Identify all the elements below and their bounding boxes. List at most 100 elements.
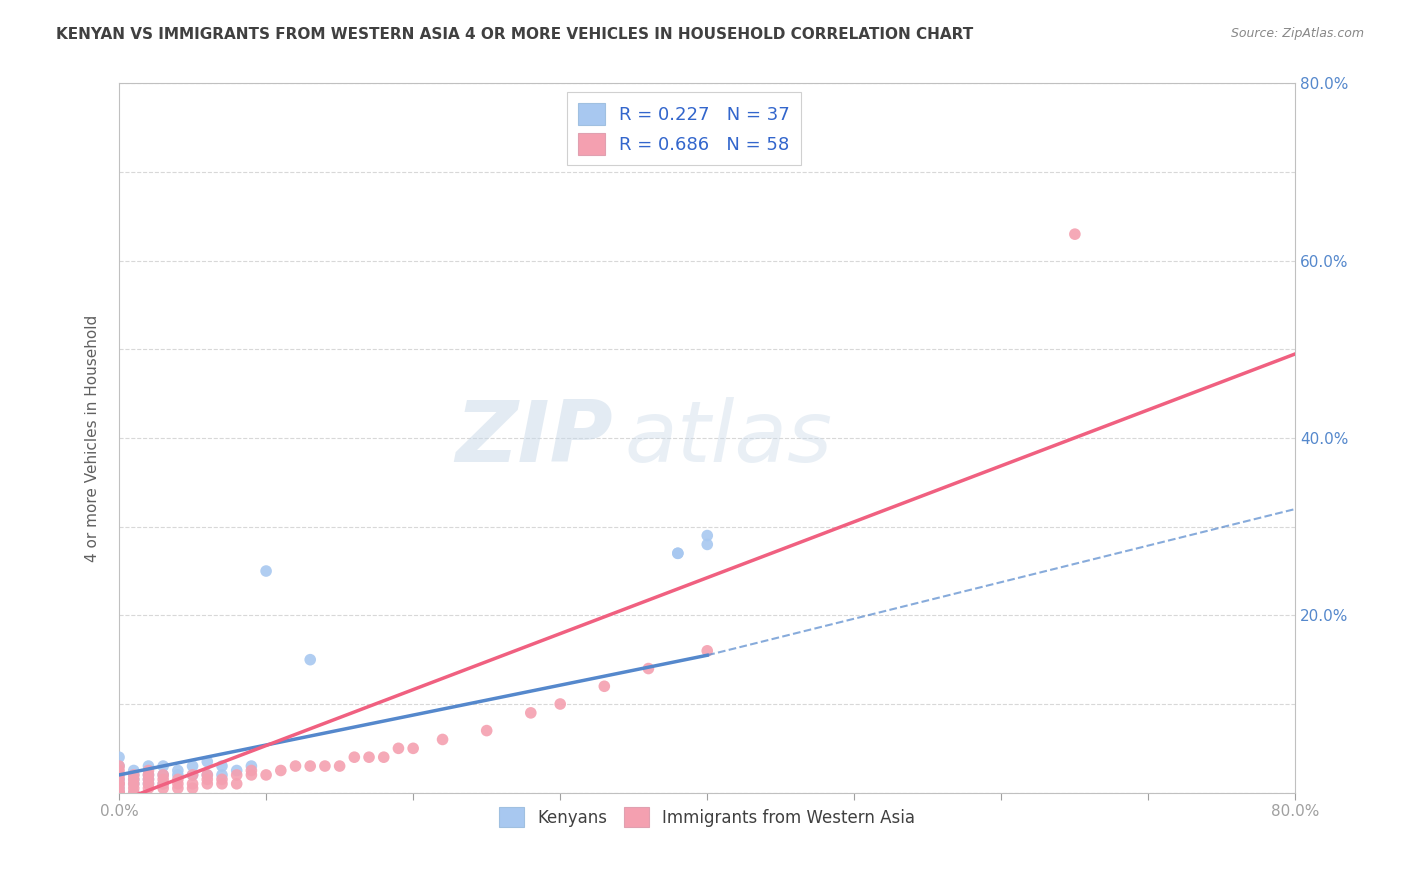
Point [108, 759, 131, 773]
Point [637, 661, 659, 675]
Point [138, 772, 160, 787]
Point [108, 786, 131, 800]
Point [254, 564, 277, 578]
Point [167, 764, 190, 778]
Point [122, 768, 145, 782]
Point [181, 759, 204, 773]
Point [329, 759, 352, 773]
Point [138, 772, 160, 787]
Point [152, 777, 174, 791]
Point [666, 546, 689, 560]
Point [122, 772, 145, 787]
Point [138, 768, 160, 782]
Point [593, 679, 616, 693]
Point [138, 764, 160, 778]
Point [387, 741, 409, 756]
Point [520, 706, 543, 720]
Point [108, 786, 131, 800]
Point [1063, 227, 1085, 241]
Point [195, 772, 218, 787]
Point [240, 768, 263, 782]
Point [357, 750, 380, 764]
Point [270, 764, 292, 778]
Point [696, 528, 718, 542]
Point [284, 759, 307, 773]
Point [122, 786, 145, 800]
Point [152, 781, 174, 796]
Point [138, 777, 160, 791]
Point [138, 781, 160, 796]
Point [108, 764, 131, 778]
Point [108, 777, 131, 791]
Point [225, 777, 247, 791]
Point [152, 768, 174, 782]
Point [254, 768, 277, 782]
Point [108, 772, 131, 787]
Point [432, 732, 454, 747]
Point [108, 750, 131, 764]
Point [122, 777, 145, 791]
Point [299, 653, 322, 667]
Point [138, 759, 160, 773]
Point [195, 755, 218, 769]
Text: atlas: atlas [624, 397, 832, 480]
Text: KENYAN VS IMMIGRANTS FROM WESTERN ASIA 4 OR MORE VEHICLES IN HOUSEHOLD CORRELATI: KENYAN VS IMMIGRANTS FROM WESTERN ASIA 4… [56, 27, 973, 42]
Point [122, 768, 145, 782]
Y-axis label: 4 or more Vehicles in Household: 4 or more Vehicles in Household [86, 314, 100, 562]
Point [195, 768, 218, 782]
Point [152, 768, 174, 782]
Point [666, 546, 689, 560]
Point [167, 777, 190, 791]
Point [152, 777, 174, 791]
Point [181, 768, 204, 782]
Point [696, 537, 718, 551]
Point [122, 777, 145, 791]
Point [240, 759, 263, 773]
Point [122, 786, 145, 800]
Point [138, 768, 160, 782]
Point [108, 768, 131, 782]
Point [108, 786, 131, 800]
Point [373, 750, 395, 764]
Point [108, 759, 131, 773]
Point [108, 786, 131, 800]
Point [108, 777, 131, 791]
Point [314, 759, 336, 773]
Point [108, 781, 131, 796]
Point [225, 764, 247, 778]
Point [152, 759, 174, 773]
Point [195, 768, 218, 782]
Point [343, 750, 366, 764]
Point [211, 772, 233, 787]
Point [167, 768, 190, 782]
Point [240, 764, 263, 778]
Point [138, 777, 160, 791]
Point [181, 768, 204, 782]
Point [122, 781, 145, 796]
Point [181, 777, 204, 791]
Point [108, 781, 131, 796]
Point [152, 772, 174, 787]
Point [211, 777, 233, 791]
Point [475, 723, 498, 738]
Point [299, 759, 322, 773]
Point [122, 764, 145, 778]
Point [108, 786, 131, 800]
Text: ZIP: ZIP [456, 397, 613, 480]
Point [402, 741, 425, 756]
Point [181, 781, 204, 796]
Point [548, 697, 571, 711]
Point [167, 781, 190, 796]
Point [108, 786, 131, 800]
Point [225, 768, 247, 782]
Point [195, 777, 218, 791]
Point [211, 759, 233, 773]
Point [167, 772, 190, 787]
Point [108, 768, 131, 782]
Point [108, 772, 131, 787]
Point [108, 777, 131, 791]
Text: Source: ZipAtlas.com: Source: ZipAtlas.com [1230, 27, 1364, 40]
Point [211, 768, 233, 782]
Legend: Kenyans, Immigrants from Western Asia: Kenyans, Immigrants from Western Asia [492, 800, 922, 834]
Point [122, 772, 145, 787]
